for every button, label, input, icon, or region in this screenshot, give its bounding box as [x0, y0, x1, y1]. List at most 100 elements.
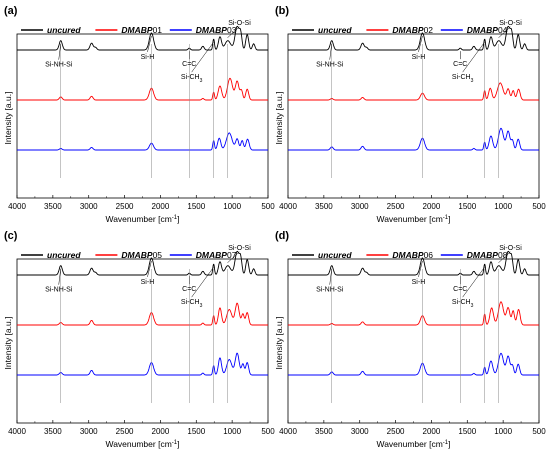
annotation-pointer: [498, 26, 511, 38]
series-line: [17, 302, 268, 326]
x-tick-label: 2500: [116, 202, 134, 211]
y-axis-label: Intensity [a.u.]: [274, 92, 284, 145]
annotation-label: Si-O-Si: [499, 245, 522, 252]
annotation-pointer: [227, 26, 240, 38]
annotation-pointer: [498, 251, 511, 263]
panel-label: (c): [4, 230, 18, 242]
y-axis-label: Intensity [a.u.]: [3, 317, 13, 370]
annotation-pointer: [191, 41, 214, 73]
legend-entry: DMABP04: [467, 25, 508, 35]
x-tick-label: 2000: [423, 427, 441, 436]
annotation-label: Si-CH3: [452, 299, 474, 309]
series-line: [288, 127, 539, 151]
panel-d: (d) 4000 3500 3000 2500 2000 1500 1000 500 Wavenu…: [274, 230, 546, 449]
annotation-pointer: [418, 35, 423, 53]
x-tick-label: 1000: [223, 202, 241, 211]
annotation-label: Si-O-Si: [499, 20, 522, 27]
series-line: [17, 352, 268, 376]
x-tick-label: 2500: [387, 427, 405, 436]
x-tick-label: 3500: [315, 202, 333, 211]
x-axis-label: Wavenumber [cm-1]: [105, 214, 179, 224]
annotation-pointer: [329, 268, 332, 285]
series-line: [17, 25, 268, 51]
legend-entry: DMABP01: [121, 25, 162, 35]
x-tick-label: 3000: [80, 202, 98, 211]
series-line: [288, 352, 539, 376]
x-axis-label: Wavenumber [cm-1]: [105, 439, 179, 449]
series-line: [288, 301, 539, 326]
x-tick-label: 1000: [223, 427, 241, 436]
annotation-label: Si-NH-Si: [316, 62, 344, 69]
x-tick-label: 4000: [8, 202, 26, 211]
panel-c: (c) 4000 3500 3000 2500 2000 1500 1000 500 Wavenu…: [3, 230, 275, 449]
x-tick-label: 3500: [44, 202, 62, 211]
x-tick-label: 4000: [8, 427, 26, 436]
annotation-label: C=C: [182, 286, 196, 293]
annotation-pointer: [147, 260, 152, 278]
series-line: [17, 77, 268, 101]
annotation-label: Si-CH3: [181, 74, 203, 84]
annotation-pointer: [329, 43, 332, 60]
legend-entry: DMABP02: [392, 25, 433, 35]
legend-entry: DMABP07: [196, 250, 237, 260]
series-line: [288, 250, 539, 276]
x-tick-label: 1500: [187, 202, 205, 211]
x-tick-label: 1500: [458, 202, 476, 211]
series-line: [288, 82, 539, 101]
x-tick-label: 3000: [351, 202, 369, 211]
panel-label: (d): [275, 230, 289, 242]
panel-a: (a) 4000 3500 3000 2500 2000 1500 1000 500 Wavenu…: [3, 5, 275, 224]
annotation-label: Si-CH3: [181, 299, 203, 309]
x-tick-label: 500: [532, 427, 546, 436]
legend-entry: uncured: [47, 25, 81, 35]
annotation-pointer: [58, 268, 61, 285]
annotation-label: Si-NH-Si: [316, 287, 344, 294]
annotation-pointer: [191, 266, 214, 298]
x-tick-label: 4000: [279, 202, 297, 211]
annotation-label: Si-H: [141, 279, 155, 286]
annotation-pointer: [418, 260, 423, 278]
annotation-label: Si-O-Si: [228, 245, 251, 252]
x-tick-label: 1000: [494, 427, 512, 436]
legend-entry: uncured: [318, 25, 352, 35]
legend-entry: DMABP08: [467, 250, 508, 260]
x-tick-label: 1000: [494, 202, 512, 211]
annotation-label: Si-H: [141, 54, 155, 61]
x-tick-label: 500: [261, 202, 275, 211]
panel-b: (b) 4000 3500 3000 2500 2000 1500 1000 500 Wavenu…: [274, 5, 546, 224]
annotation-pointer: [147, 35, 152, 53]
series-line: [17, 250, 268, 276]
x-tick-label: 2500: [387, 202, 405, 211]
panel-label: (b): [275, 5, 289, 17]
annotation-label: Si-H: [412, 54, 426, 61]
panel-label: (a): [4, 5, 18, 17]
x-tick-label: 2000: [152, 427, 170, 436]
annotation-pointer: [462, 41, 485, 73]
annotation-label: Si-H: [412, 279, 426, 286]
series-line: [17, 132, 268, 151]
x-tick-label: 2000: [423, 202, 441, 211]
x-axis-label: Wavenumber [cm-1]: [376, 439, 450, 449]
series-line: [288, 25, 539, 51]
x-tick-label: 2500: [116, 427, 134, 436]
x-tick-label: 1500: [187, 427, 205, 436]
x-tick-label: 2000: [152, 202, 170, 211]
annotation-pointer: [462, 266, 485, 298]
x-tick-label: 3000: [80, 427, 98, 436]
annotation-pointer: [227, 251, 240, 263]
legend-entry: uncured: [47, 250, 81, 260]
x-tick-label: 4000: [279, 427, 297, 436]
y-axis-label: Intensity [a.u.]: [274, 317, 284, 370]
legend-entry: DMABP06: [392, 250, 433, 260]
x-tick-label: 3500: [315, 427, 333, 436]
x-tick-label: 500: [261, 427, 275, 436]
x-tick-label: 1500: [458, 427, 476, 436]
annotation-label: C=C: [182, 61, 196, 68]
legend-entry: uncured: [318, 250, 352, 260]
annotation-label: Si-CH3: [452, 74, 474, 84]
y-axis-label: Intensity [a.u.]: [3, 92, 13, 145]
x-tick-label: 3500: [44, 427, 62, 436]
x-axis-label: Wavenumber [cm-1]: [376, 214, 450, 224]
annotation-label: Si-NH-Si: [45, 287, 73, 294]
